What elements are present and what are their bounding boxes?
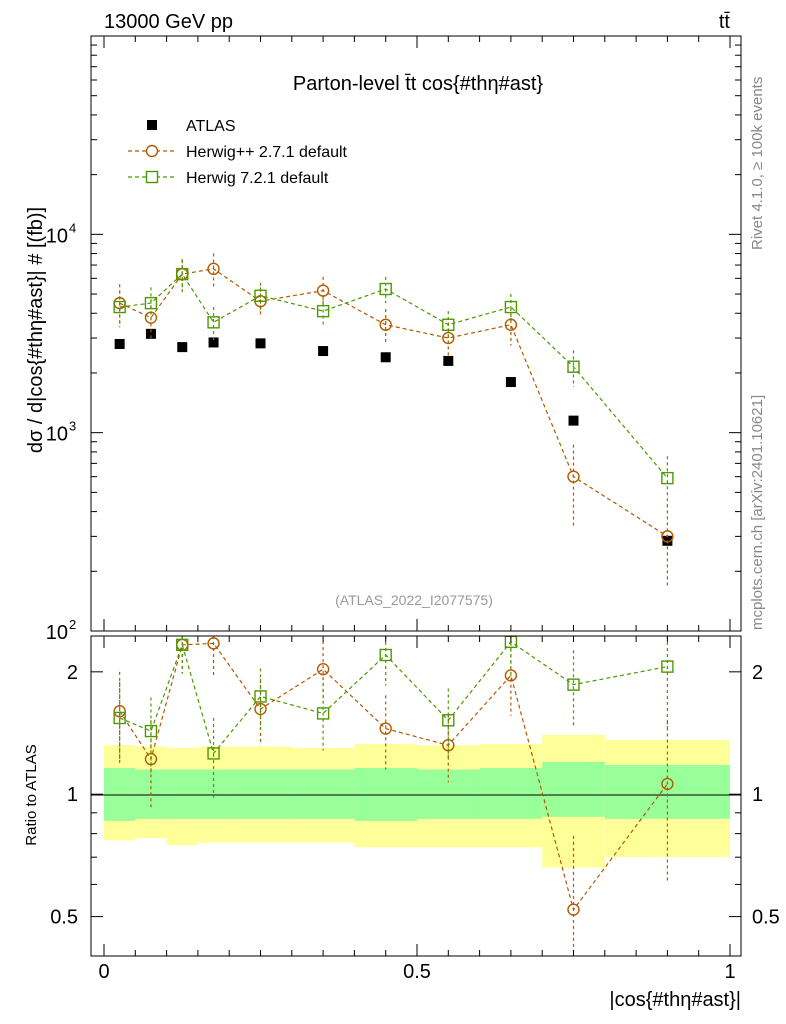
herwig-7-2-1-default-ratio-point (254, 690, 267, 703)
herwig-7-2-1-default-ratio-point (176, 638, 189, 652)
atlas-data-point (318, 346, 329, 357)
legend-marker (145, 144, 159, 158)
ratio-panel-frame (90, 635, 742, 957)
herwig-7-2-1-default-ratio-point (113, 711, 126, 725)
legend-marker (147, 120, 157, 130)
ratio-band-inner (229, 769, 292, 819)
y-tick-label-ratio: 1 (67, 784, 78, 806)
herwig-2-7-1-default-point (567, 470, 580, 483)
ratio-band-inner (104, 768, 136, 821)
legend-label: Herwig 7.2.1 default (186, 170, 329, 187)
herwig-7-2-1-default-point (207, 316, 220, 329)
herwig-7-2-1-default-point (316, 304, 330, 318)
herwig-7-2-1-default-point (254, 289, 267, 302)
ratio-band-inner (479, 768, 543, 819)
atlas-data-point (114, 338, 125, 349)
herwig-2-7-1-default-ratio-point (567, 903, 580, 916)
legend-label: Herwig++ 2.7.1 default (186, 144, 348, 161)
atlas-data-point (255, 338, 266, 349)
herwig-7-2-1-default-point (442, 318, 455, 331)
herwig-7-2-1-default-point (144, 296, 158, 310)
atlas-data-point (380, 352, 391, 363)
atlas-data-point (208, 337, 219, 348)
analysis-label: (ATLAS_2022_I2077575) (335, 592, 493, 608)
legend: ATLAS Herwig++ 2.7.1 default Herwig 7.2.1 … (128, 118, 348, 187)
y-tick-label-ratio-right: 2 (752, 662, 763, 684)
legend-marker (145, 170, 159, 184)
herwig-2-7-1-default-point (379, 318, 392, 331)
herwig-2-7-1-default-point (207, 262, 220, 276)
ratio-band-inner (197, 769, 230, 819)
herwig-2-7-1-default-ratio-line (119, 642, 668, 912)
herwig-2-7-1-default-ratio-point (254, 702, 267, 716)
y-tick-label-main: 10 (46, 622, 68, 644)
ratio-band-inner (354, 768, 417, 821)
x-tick-label: 0 (98, 961, 109, 983)
energy-label: 13000 GeV pp (104, 11, 233, 33)
herwig-2-7-1-default-ratio-point (207, 637, 220, 650)
herwig-2-7-1-default-point (316, 284, 330, 297)
ratio-band-inner (291, 769, 355, 819)
atlas-data-point (443, 355, 454, 366)
herwig-2-7-1-default-ratio-point (379, 722, 392, 735)
ratio-band-inner (166, 769, 198, 819)
atlas-data-point (145, 328, 156, 339)
y-tick-exponent: 4 (69, 220, 76, 235)
herwig-7-2-1-default-ratio-point (661, 660, 674, 673)
herwig-2-7-1-default-point (661, 530, 674, 543)
atlas-data-point (177, 342, 188, 353)
ratio-panel: 0.5 0.5 1 1 2 2 0 0.5 1 Ratio to ATLAS |cos{#thη… (23, 635, 780, 1011)
herwig-7-2-1-default-point (504, 300, 518, 314)
rivet-label: Rivet 4.1.0, ≥ 100k events (749, 77, 766, 250)
y-tick-label-ratio: 2 (67, 662, 78, 684)
y-tick-exponent: 3 (69, 419, 76, 434)
herwig-7-2-1-default-ratio-point (379, 648, 392, 662)
herwig-7-2-1-default-point (113, 300, 126, 314)
herwig-7-2-1-default-line (119, 273, 668, 479)
herwig-7-2-1-default-point (176, 267, 189, 281)
herwig-2-7-1-default-ratio-point (661, 777, 674, 791)
herwig-2-7-1-default-line (119, 268, 668, 537)
y-axis-label-ratio: Ratio to ATLAS (23, 744, 40, 845)
herwig-7-2-1-default-ratio-point (144, 724, 158, 738)
ratio-band-inner (417, 769, 480, 819)
atlas-data-point (568, 415, 579, 426)
ratio-band-inner (542, 762, 605, 817)
x-axis-label: |cos{#thη#ast}| (609, 989, 741, 1011)
herwig-2-7-1-default-ratio-point (316, 663, 330, 676)
y-tick-exponent: 2 (69, 617, 76, 632)
atlas-data-point (505, 377, 516, 388)
mcplots-label: mcplots.cern.ch [arXiv:2401.10621] (749, 395, 766, 630)
x-tick-label: 0.5 (403, 961, 431, 983)
herwig-7-2-1-default-ratio-point (567, 678, 580, 691)
herwig-2-7-1-default-ratio-point (113, 705, 126, 718)
herwig-7-2-1-default-point (379, 282, 392, 296)
herwig-7-2-1-default-point (661, 471, 674, 485)
y-tick-label-ratio-right: 0.5 (752, 907, 780, 929)
y-tick-label-main: 10 (46, 424, 68, 446)
herwig-2-7-1-default-ratio-point (504, 669, 518, 682)
y-tick-label-ratio: 0.5 (50, 907, 78, 929)
main-panel-frame (90, 35, 742, 632)
herwig-7-2-1-default-ratio-line (119, 641, 668, 755)
y-tick-label-main: 10 (46, 225, 68, 247)
chart-title: Parton-level t̄t cos{#thη#ast} (293, 73, 543, 95)
ratio-band-inner (604, 764, 730, 819)
herwig-7-2-1-default-point (567, 360, 580, 373)
process-label: tt̄ (719, 11, 731, 33)
herwig-7-2-1-default-ratio-point (207, 747, 220, 760)
legend-label: ATLAS (186, 118, 236, 135)
herwig-7-2-1-default-ratio-point (316, 707, 330, 720)
y-tick-label-ratio-right: 1 (752, 784, 763, 806)
y-axis-label-main: dσ / d|cos{#thη#ast}| # [(fb)] (25, 207, 47, 453)
x-tick-label: 1 (724, 961, 735, 983)
herwig-2-7-1-default-point (442, 331, 455, 345)
herwig-7-2-1-default-ratio-point (442, 714, 455, 727)
